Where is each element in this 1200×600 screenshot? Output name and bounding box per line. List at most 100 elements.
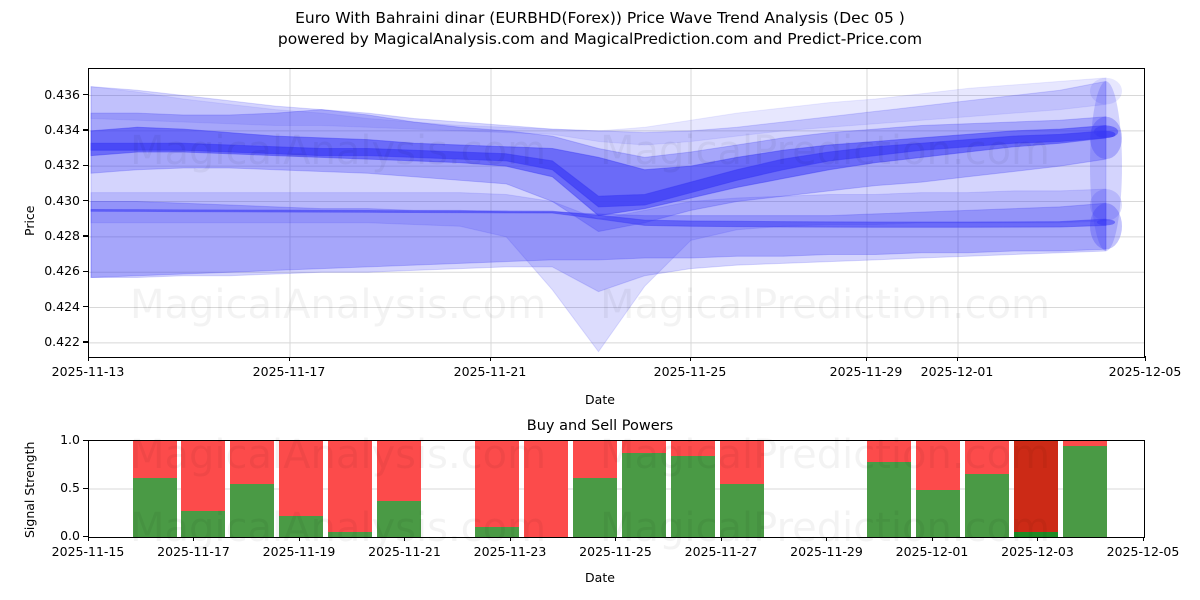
buy-power-segment: [328, 532, 372, 537]
price-y-tick-label: 0.422: [44, 333, 80, 349]
buy-power-segment: [1063, 445, 1107, 537]
price-x-tick-mark: [956, 356, 958, 361]
power-x-tick-label: 2025-11-17: [157, 544, 230, 559]
power-bar[interactable]: [573, 441, 617, 537]
price-y-tick-label: 0.426: [44, 263, 80, 279]
power-x-tick-mark: [1142, 536, 1144, 541]
wave-band: [90, 201, 1107, 278]
power-x-tick-label: 2025-11-27: [684, 544, 758, 559]
price-x-tick-mark: [689, 356, 691, 361]
buy-power-segment: [965, 473, 1009, 537]
wave-band: [90, 130, 1107, 208]
sell-power-segment: [671, 441, 715, 457]
wave-band-cap: [1090, 77, 1122, 105]
price-x-tick-mark: [865, 356, 867, 361]
price-x-tick-mark: [1144, 356, 1146, 361]
wave-band-cap: [1090, 189, 1122, 221]
buy-sell-power-plot: [88, 440, 1145, 538]
power-bar[interactable]: [475, 441, 519, 537]
power-x-tick-label: 2025-11-19: [262, 544, 336, 559]
wave-band: [90, 77, 1107, 146]
buy-power-segment: [230, 484, 274, 537]
price-x-tick-mark: [288, 356, 290, 361]
sell-power-segment: [622, 441, 666, 453]
price-y-tick-mark: [83, 129, 88, 131]
power-bar[interactable]: [671, 441, 715, 537]
power-bar[interactable]: [965, 441, 1009, 537]
price-x-tick-label: 2025-12-01: [920, 364, 994, 379]
power-bar[interactable]: [916, 441, 960, 537]
sell-power-segment: [279, 441, 323, 516]
buy-power-segment: [720, 484, 764, 537]
price-x-tick-label: 2025-12-05: [1108, 364, 1182, 379]
power-y-tick-label: 0.0: [60, 528, 80, 543]
figure-title: Euro With Bahraini dinar (EURBHD(Forex))…: [0, 8, 1200, 50]
power-x-tick-mark: [87, 536, 89, 541]
buy-power-segment: [181, 511, 225, 537]
power-bar[interactable]: [133, 441, 177, 537]
title-line-1: Euro With Bahraini dinar (EURBHD(Forex))…: [295, 9, 905, 27]
power-x-tick-label: 2025-11-25: [579, 544, 652, 559]
power-bar[interactable]: [377, 441, 421, 537]
price-wave-svg: [89, 69, 1144, 357]
power-bar[interactable]: [524, 441, 568, 537]
sell-power-segment: [720, 441, 764, 485]
power-bar[interactable]: [720, 441, 764, 537]
price-wave-bands: [90, 77, 1122, 353]
buy-power-segment: [1014, 532, 1058, 537]
price-y-tick-label: 0.430: [44, 192, 80, 208]
power-x-axis-label: Date: [585, 570, 615, 585]
wave-band-cap: [1090, 203, 1122, 250]
price-y-tick-label: 0.434: [44, 121, 80, 137]
power-y-tick-mark: [83, 535, 88, 537]
power-x-tick-mark: [1037, 536, 1039, 541]
price-y-tick-mark: [83, 341, 88, 343]
power-bar[interactable]: [279, 441, 323, 537]
price-x-tick-mark: [87, 356, 89, 361]
power-y-tick-mark: [83, 439, 88, 441]
power-bar[interactable]: [328, 441, 372, 537]
price-x-tick-label: 2025-11-17: [252, 364, 326, 379]
sell-power-segment: [181, 441, 225, 512]
power-x-tick-label: 2025-12-03: [1001, 544, 1074, 559]
power-y-tick-label: 0.5: [60, 480, 80, 495]
buy-power-segment: [671, 456, 715, 537]
buy-power-segment: [279, 515, 323, 537]
wave-band: [90, 208, 1107, 228]
price-x-tick-label: 2025-11-21: [453, 364, 527, 379]
power-bar[interactable]: [1063, 441, 1107, 537]
sell-power-segment: [377, 441, 421, 501]
sell-power-segment: [1014, 441, 1058, 533]
power-bar[interactable]: [230, 441, 274, 537]
power-bar[interactable]: [867, 441, 911, 537]
wave-band-cap: [1090, 81, 1122, 251]
buy-power-segment: [916, 489, 960, 537]
sell-power-segment: [965, 441, 1009, 474]
power-bar[interactable]: [622, 441, 666, 537]
sell-power-segment: [133, 441, 177, 479]
power-bar[interactable]: [181, 441, 225, 537]
power-y-tick-label: 1.0: [60, 432, 80, 447]
power-x-tick-mark: [931, 536, 933, 541]
buy-power-segment: [622, 452, 666, 537]
power-x-tick-label: 2025-11-29: [790, 544, 863, 559]
buy-power-segment: [133, 478, 177, 537]
price-y-tick-mark: [83, 306, 88, 308]
price-y-tick-mark: [83, 94, 88, 96]
sell-power-segment: [328, 441, 372, 533]
power-x-tick-mark: [404, 536, 406, 541]
price-wave-plot: [88, 68, 1145, 358]
wave-band-cap: [1096, 219, 1116, 226]
sell-power-segment: [230, 441, 274, 485]
price-gridlines: [89, 69, 1144, 357]
price-y-tick-mark: [83, 200, 88, 202]
power-bar[interactable]: [1014, 441, 1058, 537]
buy-power-segment: [867, 462, 911, 537]
power-y-tick-mark: [83, 487, 88, 489]
price-x-tick-label: 2025-11-25: [653, 364, 727, 379]
price-y-tick-mark: [83, 270, 88, 272]
price-y-tick-label: 0.428: [44, 227, 80, 243]
buy-power-segment: [475, 527, 519, 537]
power-x-tick-mark: [298, 536, 300, 541]
